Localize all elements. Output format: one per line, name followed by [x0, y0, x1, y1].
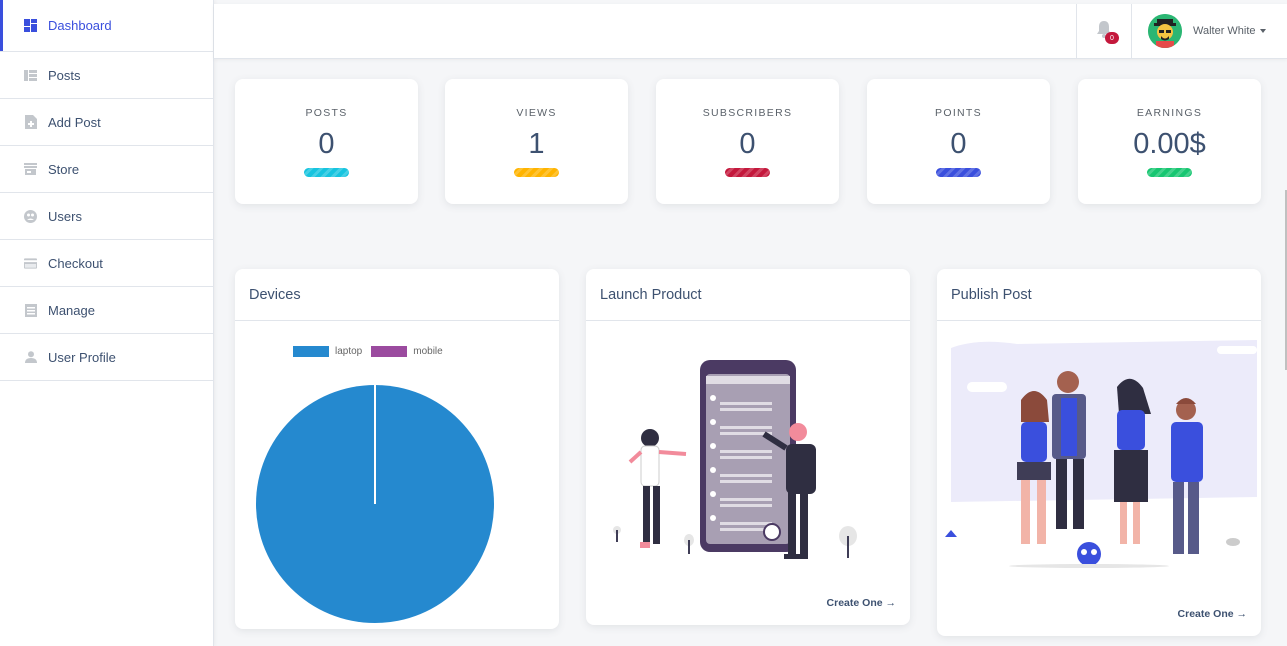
devices-pie-chart: [256, 385, 494, 623]
stat-value: 0: [318, 128, 335, 160]
user-profile-icon: [24, 351, 37, 364]
notifications-button[interactable]: 0: [1076, 4, 1132, 59]
store-icon: [24, 163, 37, 176]
sidebar-item-add-post[interactable]: Add Post: [0, 99, 213, 146]
sidebar-item-manage[interactable]: Manage: [0, 287, 213, 334]
legend-label-mobile: mobile: [413, 346, 443, 357]
add-post-icon: [24, 115, 37, 129]
card-title: Launch Product: [586, 269, 910, 321]
sidebar-item-label: Checkout: [48, 255, 103, 271]
stat-value: 1: [528, 128, 545, 160]
sidebar-item-checkout[interactable]: Checkout: [0, 240, 213, 287]
stat-card-posts: POSTS 0: [235, 79, 418, 204]
publish-create-link[interactable]: Create One →: [1177, 608, 1247, 620]
sidebar-item-label: User Profile: [48, 349, 116, 365]
sidebar-item-label: Store: [48, 161, 80, 177]
checkout-icon: [24, 257, 37, 270]
stat-label: POINTS: [935, 107, 982, 119]
sidebar-item-users[interactable]: Users: [0, 193, 213, 240]
notification-count-badge: 0: [1105, 32, 1119, 44]
stat-card-subscribers: SUBSCRIBERS 0: [656, 79, 839, 204]
sidebar-item-dashboard[interactable]: Dashboard: [0, 0, 213, 52]
stat-label: SUBSCRIBERS: [702, 107, 793, 119]
user-menu[interactable]: Walter White: [1148, 14, 1266, 48]
stat-color-bar: [1147, 168, 1192, 177]
sidebar: Dashboard Posts Add Post Store Users Che…: [0, 0, 214, 646]
sidebar-item-label: Users: [48, 208, 82, 224]
sidebar-item-store[interactable]: Store: [0, 146, 213, 193]
stat-color-bar: [936, 168, 981, 177]
sidebar-item-label: Manage: [48, 302, 95, 318]
stat-color-bar: [304, 168, 349, 177]
stat-card-earnings: EARNINGS 0.00$: [1078, 79, 1261, 204]
stat-label: VIEWS: [516, 107, 557, 119]
stat-card-points: POINTS 0: [867, 79, 1050, 204]
dashboard-icon: [24, 19, 37, 32]
launch-create-link[interactable]: Create One →: [826, 597, 896, 609]
stat-card-views: VIEWS 1: [445, 79, 628, 204]
scrollbar[interactable]: [1285, 190, 1287, 370]
chart-legend: laptop mobile: [293, 346, 443, 357]
card-title: Publish Post: [937, 269, 1261, 321]
card-title: Devices: [235, 269, 559, 321]
user-name: Walter White: [1193, 25, 1256, 37]
chevron-down-icon: [1259, 29, 1266, 33]
launch-product-card: Launch Product Create One →: [586, 269, 910, 625]
stat-value: 0: [950, 128, 967, 160]
users-icon: [24, 209, 37, 223]
stat-value: 0.00$: [1133, 128, 1206, 160]
stat-color-bar: [514, 168, 559, 177]
legend-swatch-laptop: [293, 346, 329, 357]
legend-label-laptop: laptop: [335, 346, 363, 357]
sidebar-item-label: Add Post: [48, 114, 101, 130]
manage-icon: [24, 303, 37, 317]
sidebar-item-label: Posts: [48, 67, 81, 83]
launch-illustration: [613, 360, 857, 559]
stat-label: POSTS: [305, 107, 348, 119]
publish-illustration: [945, 340, 1257, 568]
sidebar-item-label: Dashboard: [48, 18, 112, 33]
devices-card: Devices laptop mobile: [235, 269, 559, 629]
top-navbar: 0 Walter White: [214, 4, 1287, 59]
stat-value: 0: [739, 128, 756, 160]
legend-swatch-mobile: [371, 346, 408, 357]
sidebar-item-posts[interactable]: Posts: [0, 52, 213, 99]
sidebar-item-user-profile[interactable]: User Profile: [0, 334, 213, 381]
publish-post-card: Publish Post Create One →: [937, 269, 1261, 636]
avatar: [1148, 14, 1182, 48]
posts-icon: [24, 69, 37, 82]
stat-label: EARNINGS: [1136, 107, 1203, 119]
stat-color-bar: [725, 168, 770, 177]
